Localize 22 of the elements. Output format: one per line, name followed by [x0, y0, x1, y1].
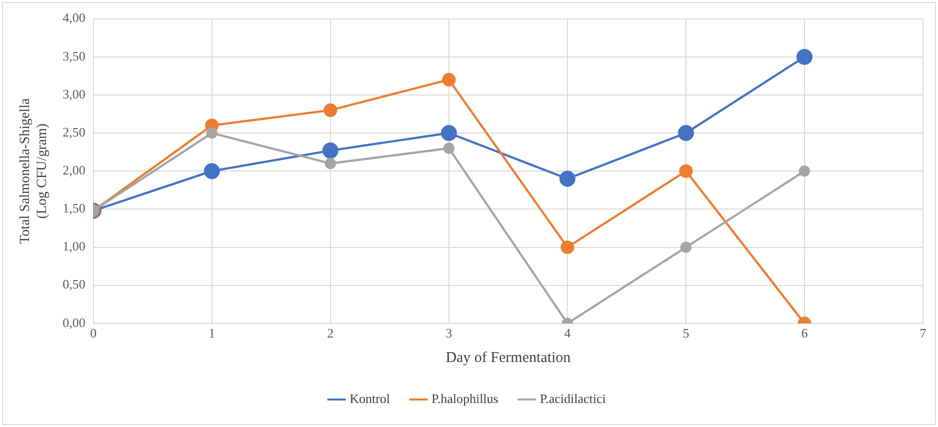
y-tick-label: 0,00 — [62, 314, 86, 330]
x-tick-label: 2 — [327, 326, 334, 341]
legend-label: P.acidilactici — [540, 390, 606, 406]
y-tick-label: 2,00 — [62, 162, 86, 178]
y-tick-label: 0,50 — [62, 276, 86, 292]
x-tick-label: 6 — [801, 326, 808, 341]
y-tick-label: 3,00 — [62, 86, 86, 102]
legend-label: P.halophillus — [432, 390, 498, 406]
x-tick-label: 0 — [90, 326, 97, 341]
x-tick-label: 5 — [682, 326, 690, 341]
x-tick-label: 7 — [920, 326, 927, 341]
x-tick-label: 1 — [208, 326, 216, 341]
y-tick-label: 1,50 — [62, 200, 86, 216]
x-tick-label: 3 — [446, 326, 452, 341]
x-tick-label: 4 — [564, 326, 572, 341]
y-tick-label: 1,00 — [62, 238, 86, 254]
legend-label: Kontrol — [350, 390, 390, 406]
y-tick-label: 4,00 — [62, 10, 86, 26]
y-tick-label: 2,50 — [62, 124, 86, 140]
y-axis-title: Total Salmonella-Shigella (Log CFU/gram) — [18, 98, 50, 244]
x-axis-title: Day of Fermentation — [446, 350, 572, 366]
y-tick-label: 3,50 — [62, 48, 86, 64]
